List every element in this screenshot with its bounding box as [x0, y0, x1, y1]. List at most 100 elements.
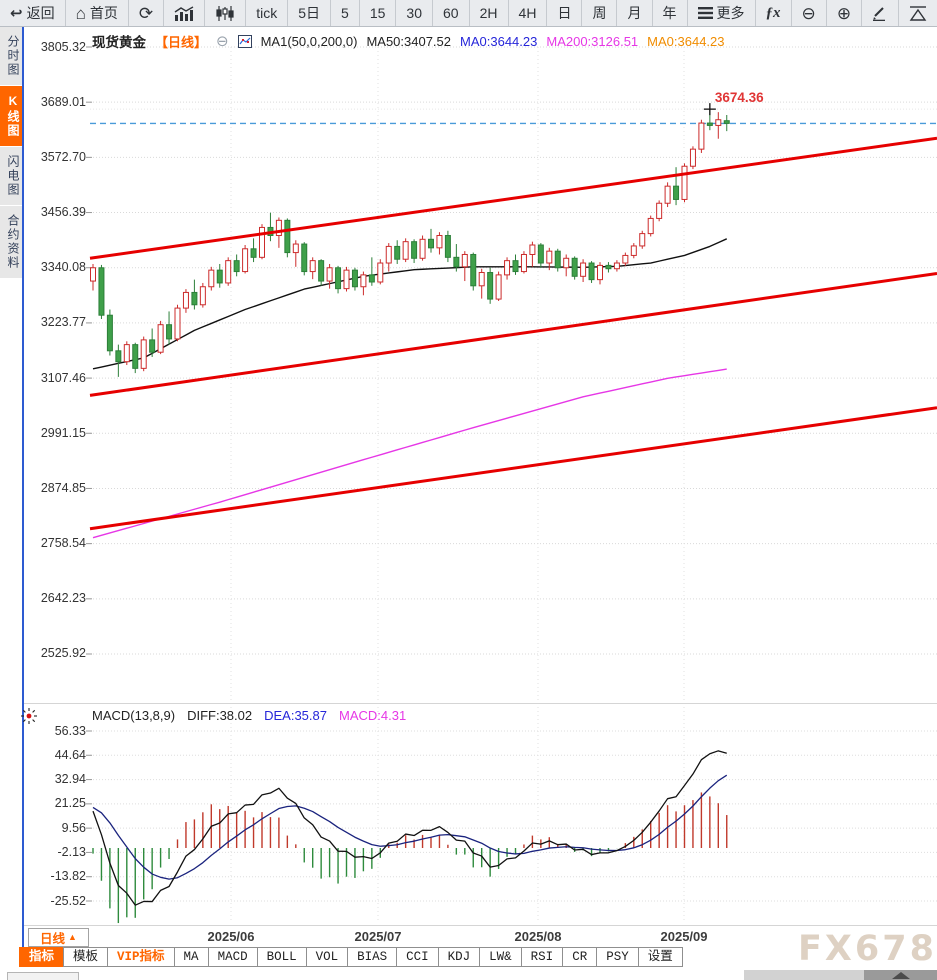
- indicator-tab-CCI[interactable]: CCI: [396, 947, 439, 967]
- line-chart-icon: [174, 5, 194, 21]
- toolbar-button-15[interactable]: 15: [360, 0, 397, 26]
- toolbar-button-home[interactable]: ⌂ 首页: [66, 0, 129, 26]
- y-axis-tick-label: 3689.01: [40, 94, 86, 109]
- indicator-tab-KDJ[interactable]: KDJ: [437, 947, 481, 967]
- toolbar-button-2H[interactable]: 2H: [470, 0, 509, 26]
- period-dropdown-button[interactable]: 日线 ▲: [28, 928, 89, 947]
- indicator-tab-LW&[interactable]: LW&: [479, 947, 522, 967]
- toolbar-button-draw[interactable]: [862, 0, 900, 26]
- chart-header: 现货黄金 【日线】 ⊖ MA1(50,0,200,0) MA50:3407.52…: [92, 31, 725, 51]
- toolbar-button-fx[interactable]: ƒx: [756, 0, 792, 26]
- x-axis-row: 日线 ▲ 2025/06 2025/07 2025/08 2025/09: [0, 928, 937, 947]
- collapse-panel-icon[interactable]: ⊖: [216, 32, 229, 50]
- toolbar-button-日[interactable]: 日: [547, 0, 583, 26]
- toolbar-button-5日[interactable]: 5日: [288, 0, 332, 26]
- y-axis-tick-label: 2525.92: [40, 646, 86, 661]
- indicator-tab-模板[interactable]: 模板: [63, 947, 109, 967]
- y-axis-tick-label: 32.94: [54, 772, 86, 787]
- toolbar-button-60[interactable]: 60: [433, 0, 470, 26]
- y-axis-tick-label: -13.82: [50, 869, 86, 884]
- toolbar-button-label: 年: [662, 5, 677, 21]
- high-price-label: 3674.36: [715, 90, 764, 105]
- toolbar-button-年[interactable]: 年: [653, 0, 688, 26]
- collapse-handle-icon: [891, 971, 910, 979]
- ma-settings-label: MA1(50,0,200,0): [260, 33, 358, 49]
- sidebar-item-K线图[interactable]: K线图: [0, 86, 22, 147]
- back-arrow-icon: ↩: [10, 5, 23, 22]
- toolbar-button-label: 5: [341, 5, 349, 21]
- indicator-tab-BIAS[interactable]: BIAS: [347, 947, 398, 967]
- toolbar-button-shapes-tool[interactable]: [899, 0, 937, 26]
- sidebar-item-合约资料[interactable]: 合约资料: [0, 206, 22, 279]
- macd-macd-value: MACD:4.31: [338, 708, 407, 723]
- partial-panel-tab[interactable]: [7, 972, 79, 980]
- indicator-tab-MACD[interactable]: MACD: [207, 947, 258, 967]
- ma0-orange-value: MA0:3644.23: [647, 33, 725, 49]
- ma50-value: MA50:3407.52: [366, 33, 452, 49]
- ma0-blue-value: MA0:3644.23: [460, 33, 538, 49]
- indicator-tab-MA[interactable]: MA: [173, 947, 209, 967]
- horizontal-scrollbar[interactable]: [744, 970, 937, 980]
- macd-dea-value: DEA:35.87: [264, 708, 327, 723]
- y-axis-tick-label: 3223.77: [40, 315, 86, 330]
- ma200-value: MA200:3126.51: [546, 33, 639, 49]
- indicator-tab-VOL[interactable]: VOL: [305, 947, 349, 967]
- toolbar-button-menu[interactable]: 更多: [688, 0, 756, 26]
- y-axis-tick-label: 21.25: [54, 796, 86, 811]
- toolbar-button-back-arrow[interactable]: ↩ 返回: [0, 0, 66, 26]
- y-axis-tick-label: 2874.85: [40, 480, 86, 495]
- shapes-tool-icon: [909, 5, 927, 21]
- fx-icon: ƒx: [765, 5, 781, 21]
- y-axis-tick-label: 3805.32: [40, 39, 86, 54]
- menu-icon: [697, 7, 713, 19]
- toolbar-button-label: 首页: [89, 5, 118, 21]
- ma-indicator-icon[interactable]: [237, 34, 252, 48]
- y-axis-tick-label: 9.56: [61, 820, 86, 835]
- indicator-settings-icon[interactable]: [20, 707, 38, 725]
- x-axis-label: 2025/09: [660, 929, 708, 944]
- toolbar-button-label: 30: [406, 5, 422, 21]
- toolbar-button-label: 2H: [479, 5, 498, 21]
- indicator-tab-设置[interactable]: 设置: [637, 947, 683, 967]
- y-axis-tick-label: 2991.15: [40, 425, 86, 440]
- y-axis-tick-label: -2.13: [57, 844, 87, 859]
- toolbar-button-line-chart[interactable]: [164, 0, 206, 26]
- toolbar-button-5[interactable]: 5: [331, 0, 360, 26]
- toolbar-button-30[interactable]: 30: [396, 0, 434, 26]
- toolbar-button-refresh[interactable]: ⟳: [129, 0, 165, 26]
- toolbar-button-zoom-out[interactable]: ⊖: [792, 0, 827, 26]
- y-axis-tick-label: 3107.46: [40, 370, 86, 385]
- symbol-name: 现货黄金: [92, 35, 146, 50]
- toolbar-button-4H[interactable]: 4H: [509, 0, 548, 26]
- toolbar-button-zoom-in[interactable]: ⊕: [827, 0, 863, 26]
- toolbar-button-candlestick[interactable]: [205, 0, 247, 26]
- toolbar-button-月[interactable]: 月: [617, 0, 653, 26]
- y-axis-tick-label: 44.64: [54, 747, 86, 762]
- scrollbar-thumb[interactable]: [864, 970, 937, 980]
- toolbar-button-周[interactable]: 周: [582, 0, 618, 26]
- chart-type-sidebar: 分时图 K线图 闪电图 合约资料: [0, 27, 22, 279]
- indicator-tab-指标[interactable]: 指标: [19, 947, 65, 967]
- indicator-tab-PSY[interactable]: PSY: [596, 947, 639, 967]
- macd-header: MACD(13,8,9) DIFF:38.02 DEA:35.87 MACD:4…: [92, 708, 406, 723]
- toolbar-button-tick[interactable]: tick: [246, 0, 289, 26]
- indicator-tab-CR[interactable]: CR: [562, 947, 598, 967]
- toolbar-button-label: 60: [443, 5, 459, 21]
- toolbar-button-label: tick: [256, 5, 278, 21]
- toolbar-button-label: 周: [592, 5, 607, 21]
- x-axis-label: 2025/07: [354, 929, 402, 944]
- indicator-tab-BOLL[interactable]: BOLL: [256, 947, 307, 967]
- sidebar-active-border: [22, 27, 24, 966]
- timeframe-tag: 【日线】: [155, 34, 208, 50]
- toolbar-button-label: 日: [557, 5, 572, 21]
- sidebar-item-分时图[interactable]: 分时图: [0, 27, 22, 86]
- watermark: FX678: [798, 929, 937, 969]
- y-axis-tick-label: 2758.54: [40, 536, 86, 551]
- indicator-tab-RSI[interactable]: RSI: [520, 947, 564, 967]
- home-icon: ⌂: [75, 3, 86, 23]
- draw-icon: [872, 5, 888, 21]
- indicator-tab-VIP指标[interactable]: VIP指标: [107, 947, 175, 967]
- toolbar-button-label: 月: [627, 5, 642, 21]
- sidebar-item-闪电图[interactable]: 闪电图: [0, 147, 22, 206]
